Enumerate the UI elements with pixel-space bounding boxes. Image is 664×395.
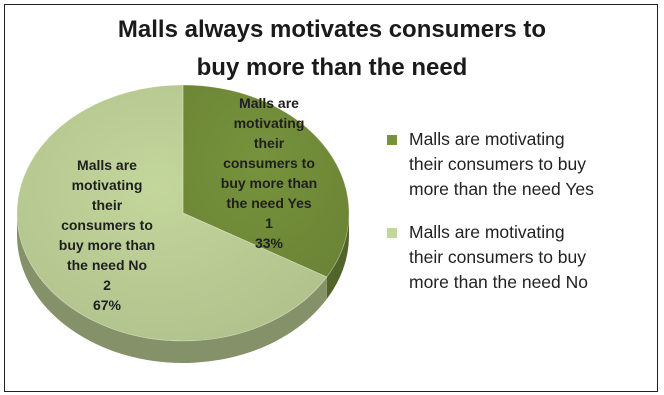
slice-label-1-line-4: consumers to: [223, 155, 315, 171]
legend-item-1: Malls are motivating their consumers to b…: [381, 127, 659, 202]
legend-text-2-line-2: their consumers to buy: [409, 247, 587, 267]
legend-swatch-1: [387, 135, 397, 145]
slice-label-1-line-5: buy more than: [220, 175, 318, 191]
chart-title-line-1: Malls always motivates consumers to: [117, 16, 547, 43]
slice-label-1-line-7: 1: [265, 215, 273, 231]
slice-label-2-line-3: their: [91, 197, 123, 213]
legend: Malls are motivating their consumers to b…: [381, 127, 659, 313]
slice-label-1-line-8: 33%: [254, 235, 284, 251]
slice-label-2-line-6: the need No: [66, 257, 148, 273]
pie-chart: [16, 84, 350, 363]
legend-text-2-line-3: more than the need No: [409, 272, 589, 292]
pie-slice-side-1: [326, 213, 349, 299]
legend-text-1: Malls are motivating their consumers to b…: [409, 127, 659, 202]
slice-label-2-line-5: buy more than: [58, 237, 156, 253]
slice-label-1-line-6: the need Yes: [226, 195, 312, 211]
slice-label-2-line-2: motivating: [71, 177, 143, 193]
slice-label-2-line-7: 2: [103, 277, 111, 293]
legend-text-1-line-2: their consumers to buy: [409, 154, 587, 174]
pie-slice-1: [182, 84, 350, 278]
chart-title-line-2: buy more than the need: [196, 54, 468, 81]
legend-text-1-line-3: more than the need Yes: [409, 179, 594, 199]
legend-text-2-line-1: Malls are motivating: [409, 222, 565, 242]
slice-label-1: Malls are motivating their consumers to buy …: [185, 93, 353, 253]
slice-label-2: Malls are motivating their consumers to buy …: [31, 155, 183, 315]
slice-label-2-line-4: consumers to: [61, 217, 153, 233]
chart-frame: Malls always motivates consumers to buy …: [4, 4, 658, 392]
legend-text-2: Malls are motivating their consumers to b…: [409, 220, 659, 295]
slice-label-1-line-2: motivating: [233, 115, 305, 131]
legend-text-1-line-1: Malls are motivating: [409, 129, 565, 149]
pie-slice-side-2: [17, 213, 327, 363]
slice-label-2-line-8: 67%: [92, 297, 122, 313]
slice-label-1-line-1: Malls are: [239, 95, 299, 111]
slice-label-1-line-3: their: [253, 135, 285, 151]
legend-item-2: Malls are motivating their consumers to b…: [381, 220, 659, 295]
pie-slice-2: [16, 84, 328, 342]
legend-swatch-2: [387, 228, 397, 238]
chart-title: Malls always motivates consumers to buy …: [5, 11, 659, 87]
slice-label-2-line-1: Malls are: [77, 157, 137, 173]
